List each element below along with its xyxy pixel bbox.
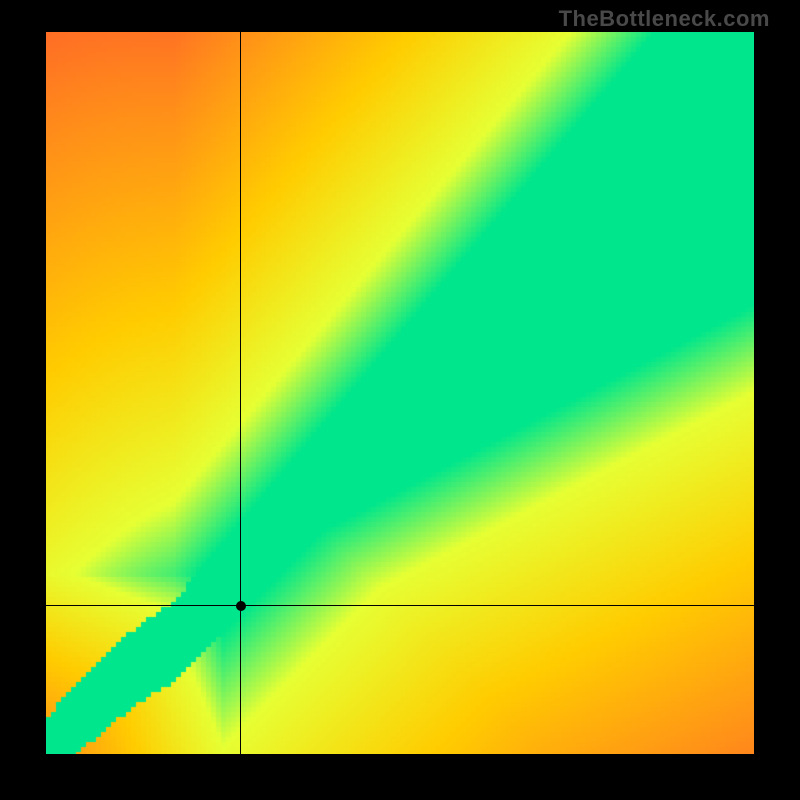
crosshair-horizontal-line [46, 605, 754, 606]
bottleneck-heatmap [46, 32, 754, 754]
crosshair-vertical-line [240, 32, 241, 754]
crosshair-point [236, 601, 246, 611]
watermark-text: TheBottleneck.com [559, 6, 770, 32]
